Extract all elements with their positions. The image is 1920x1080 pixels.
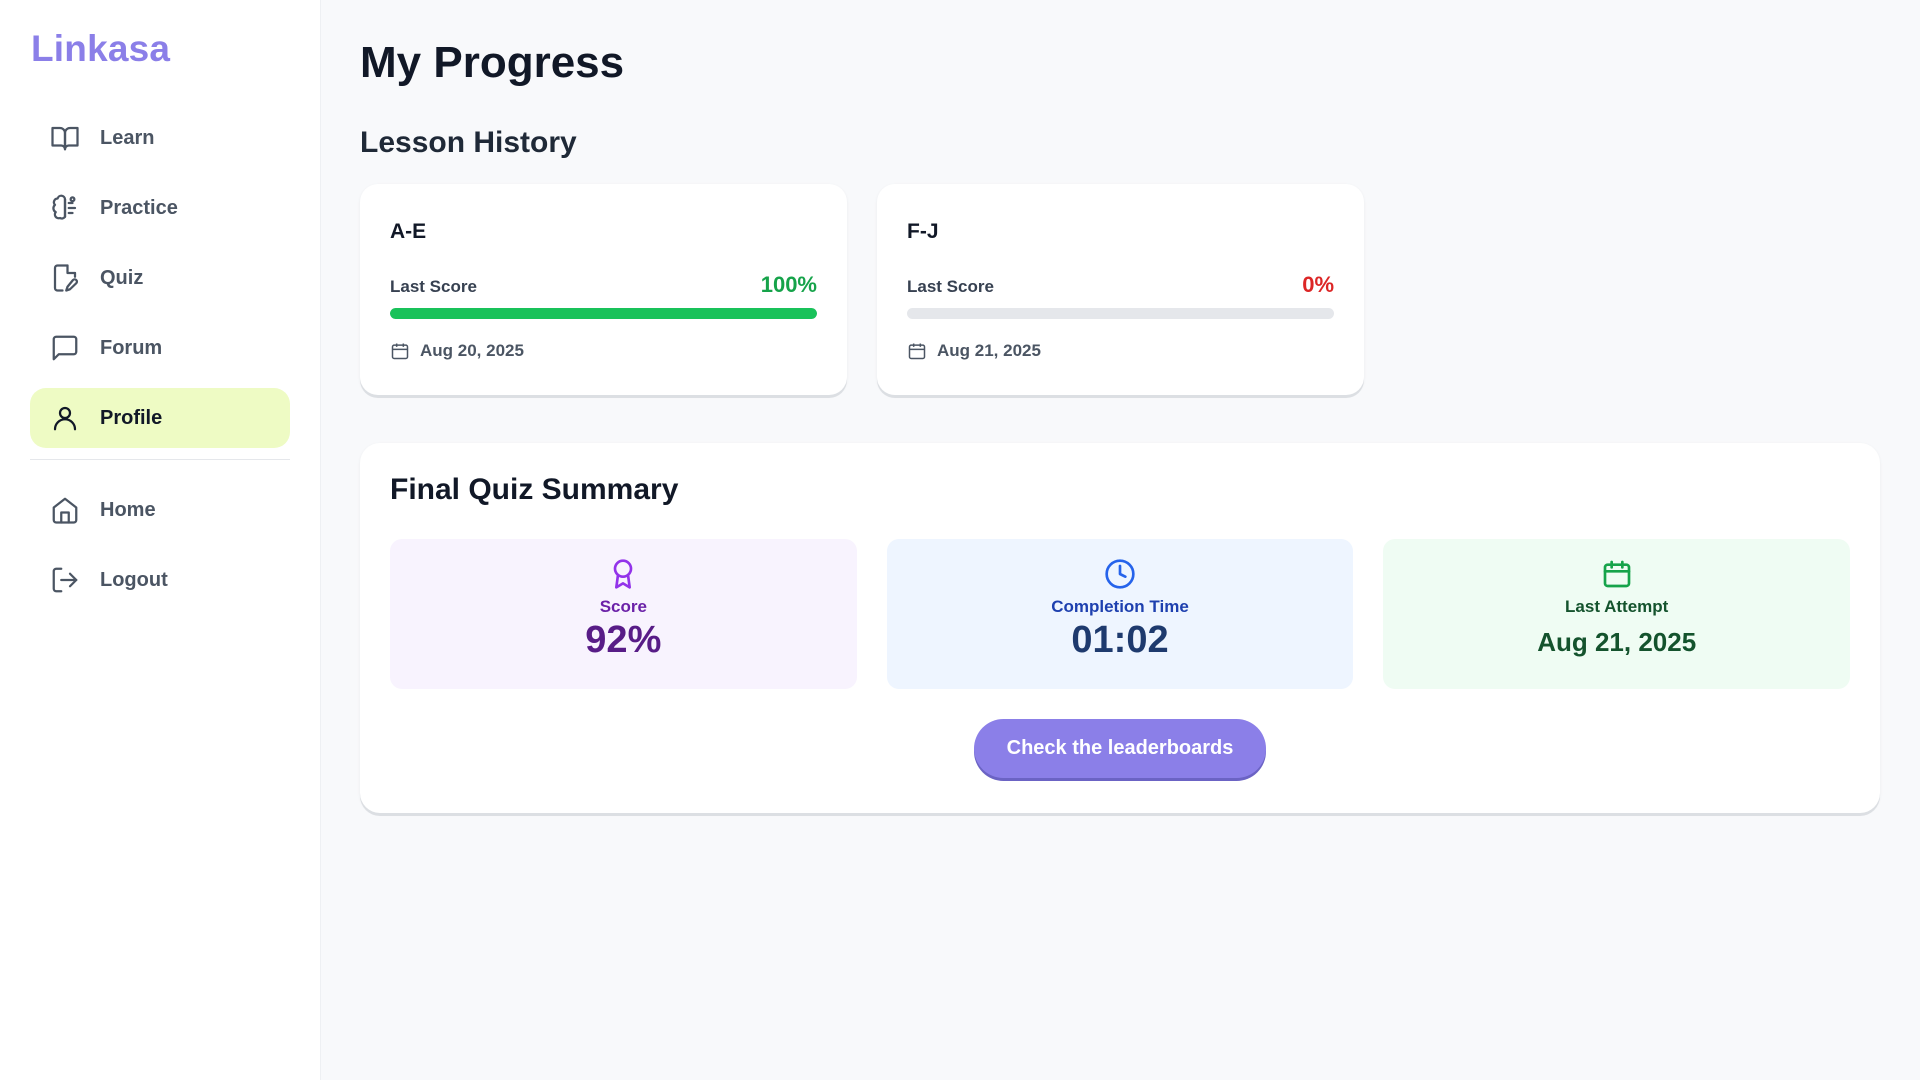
sidebar-item-profile[interactable]: Profile [30,388,290,448]
lesson-history-list: A-E Last Score 100% Aug 20, 2025 F-J Las… [360,184,1880,395]
sidebar-item-learn[interactable]: Learn [30,108,290,168]
page-title: My Progress [360,38,625,87]
completion-time-label: Completion Time [1051,597,1189,616]
award-icon [613,559,633,589]
score-label: Last Score [390,277,477,296]
check-leaderboards-button[interactable]: Check the leaderboards [974,719,1266,778]
sidebar-item-label: Home [100,498,156,521]
completion-time-stat: Completion Time 01:02 [886,539,1354,689]
sidebar-item-practice[interactable]: Practice [30,178,290,238]
sidebar-item-quiz[interactable]: Quiz [30,248,290,308]
sidebar-item-home[interactable]: Home [30,480,290,540]
sidebar-item-label: Learn [100,126,155,149]
file-pen-icon [50,263,80,293]
calendar-icon [391,343,409,360]
lesson-name: F-J [907,220,939,243]
lesson-name: A-E [390,220,427,243]
sidebar-item-forum[interactable]: Forum [30,318,290,378]
logout-icon [50,565,80,595]
final-quiz-title: Final Quiz Summary [390,473,679,506]
sidebar-item-label: Practice [100,196,178,219]
sidebar-item-label: Logout [100,568,168,591]
last-attempt-stat: Last Attempt Aug 21, 2025 [1383,539,1851,689]
sidebar-item-label: Profile [100,406,163,429]
last-attempt-label: Last Attempt [1565,597,1669,616]
sidebar-divider [30,459,290,460]
calendar-icon [908,343,926,360]
message-square-icon [50,333,80,363]
clock-icon [1105,559,1135,589]
book-open-icon [50,123,80,153]
lesson-date: Aug 20, 2025 [390,341,817,361]
score-stat: Score 92% [390,539,857,689]
lesson-date-text: Aug 20, 2025 [420,341,524,360]
user-icon [50,403,80,433]
leaderboard-button-wrap: Check the leaderboards [390,719,1850,778]
score-line: Last Score 0% [907,272,1334,298]
score-progress-bar [907,308,1334,319]
app-logo[interactable]: Linkasa [31,28,171,69]
lesson-history-title: Lesson History [360,126,577,159]
lesson-card[interactable]: A-E Last Score 100% Aug 20, 2025 [360,184,847,395]
main-content: My Progress Lesson History A-E Last Scor… [321,0,1920,1080]
score-value: 0% [1302,272,1334,297]
score-progress-bar [390,308,817,319]
brain-icon [50,193,80,223]
sidebar: Linkasa Learn Practice Quiz Forum [0,0,321,1080]
score-line: Last Score 100% [390,272,817,298]
sidebar-item-label: Forum [100,336,163,359]
home-icon [50,495,80,525]
score-stat-label: Score [599,597,647,616]
completion-time-value: 01:02 [1071,619,1169,661]
score-label: Last Score [907,277,994,296]
final-quiz-summary: Final Quiz Summary Score 92% Completion … [360,443,1880,813]
sidebar-item-label: Quiz [100,266,144,289]
calendar-icon [1603,560,1631,588]
score-progress-fill [390,308,817,319]
lesson-date: Aug 21, 2025 [907,341,1334,361]
lesson-date-text: Aug 21, 2025 [937,341,1041,360]
stats-row: Score 92% Completion Time 01:02 Last Att… [390,539,1851,689]
score-value: 100% [760,272,817,297]
lesson-card[interactable]: F-J Last Score 0% Aug 21, 2025 [877,184,1364,395]
score-stat-value: 92% [585,619,662,661]
sidebar-item-logout[interactable]: Logout [30,550,290,610]
last-attempt-value: Aug 21, 2025 [1537,627,1697,657]
